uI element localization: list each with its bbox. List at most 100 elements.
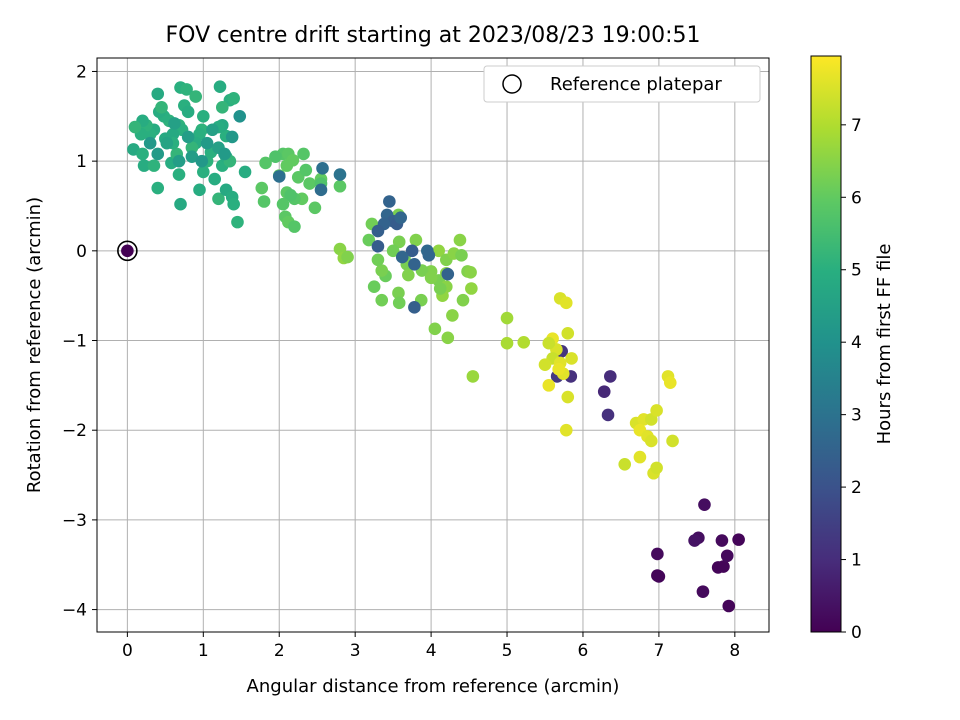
data-point bbox=[233, 109, 247, 123]
colorbar-gradient bbox=[810, 55, 842, 633]
data-point bbox=[284, 188, 297, 202]
data-point bbox=[409, 233, 423, 247]
data-point bbox=[651, 547, 664, 561]
data-point bbox=[195, 154, 209, 168]
data-point bbox=[432, 244, 445, 258]
data-point bbox=[441, 267, 455, 281]
data-point bbox=[200, 136, 214, 150]
x-tick-label: 2 bbox=[274, 641, 285, 661]
y-tick-label: −4 bbox=[62, 601, 87, 621]
data-point bbox=[552, 362, 565, 376]
data-point bbox=[542, 379, 556, 392]
data-point bbox=[453, 233, 467, 247]
data-point bbox=[371, 224, 385, 238]
x-tick-label: 1 bbox=[198, 641, 209, 661]
legend-marker-reference bbox=[502, 74, 522, 94]
data-point bbox=[231, 215, 244, 229]
x-tick-label: 5 bbox=[502, 641, 513, 661]
x-tick-label: 6 bbox=[578, 641, 589, 661]
x-tick-label: 7 bbox=[653, 641, 664, 661]
data-point bbox=[172, 168, 186, 181]
data-point bbox=[666, 434, 679, 448]
data-point bbox=[633, 450, 647, 464]
data-point bbox=[408, 257, 421, 271]
y-tick-label: 1 bbox=[76, 152, 87, 172]
y-axis-label: Rotation from reference (arcmin) bbox=[24, 197, 45, 493]
data-point bbox=[597, 385, 611, 398]
data-point bbox=[500, 336, 514, 350]
data-point bbox=[215, 101, 229, 114]
colorbar-tick-label: 6 bbox=[851, 188, 862, 208]
data-point bbox=[466, 370, 480, 383]
data-point bbox=[408, 301, 421, 314]
data-point bbox=[650, 404, 663, 417]
data-point bbox=[601, 408, 615, 422]
x-tick-label: 8 bbox=[729, 641, 740, 661]
data-point bbox=[422, 249, 436, 262]
data-point bbox=[542, 336, 556, 350]
data-point bbox=[299, 163, 313, 177]
data-point bbox=[561, 327, 575, 340]
x-tick-label: 3 bbox=[350, 641, 361, 661]
data-point bbox=[143, 136, 157, 150]
data-point bbox=[151, 181, 165, 195]
data-point bbox=[208, 172, 221, 186]
data-point bbox=[371, 253, 385, 267]
data-point bbox=[433, 282, 447, 295]
data-point bbox=[225, 130, 239, 144]
data-point bbox=[722, 599, 736, 613]
data-point bbox=[316, 162, 329, 175]
data-point bbox=[565, 352, 578, 365]
x-tick-label: 0 bbox=[122, 641, 133, 661]
data-points bbox=[117, 80, 745, 613]
data-point bbox=[362, 233, 376, 247]
data-point bbox=[206, 123, 219, 137]
data-point bbox=[538, 358, 552, 372]
data-point bbox=[428, 322, 442, 336]
data-point bbox=[456, 293, 470, 307]
colorbar-tick-label: 2 bbox=[851, 478, 862, 498]
data-point bbox=[517, 336, 531, 349]
reference-platepar-marker bbox=[117, 240, 138, 262]
data-point bbox=[375, 293, 389, 307]
colorbar: 0 1 2 3 4 5 6 7 Hours from first FF file bbox=[810, 55, 895, 643]
data-point bbox=[172, 154, 186, 168]
data-point bbox=[371, 240, 385, 253]
data-point bbox=[732, 533, 745, 546]
data-point bbox=[272, 170, 286, 183]
legend-label-reference: Reference platepar bbox=[550, 74, 722, 95]
data-point bbox=[121, 244, 134, 258]
data-point bbox=[280, 159, 294, 172]
y-axis: −4 −3 −2 −1 0 1 2 bbox=[62, 62, 97, 621]
data-point bbox=[715, 534, 729, 547]
data-point bbox=[147, 159, 161, 172]
data-point bbox=[559, 296, 573, 310]
data-point bbox=[259, 156, 272, 170]
data-point bbox=[181, 105, 195, 119]
data-point bbox=[618, 457, 632, 471]
data-point bbox=[185, 150, 199, 163]
data-point bbox=[645, 434, 658, 448]
data-point bbox=[561, 390, 575, 404]
data-point bbox=[455, 249, 468, 262]
data-point bbox=[212, 192, 225, 206]
data-point bbox=[392, 296, 406, 310]
data-point bbox=[128, 120, 142, 134]
data-point bbox=[174, 197, 187, 211]
colorbar-tick-label: 5 bbox=[851, 261, 862, 281]
data-point bbox=[185, 141, 199, 154]
data-point bbox=[405, 244, 419, 258]
colorbar-tick-label: 0 bbox=[851, 623, 862, 643]
legend: Reference platepar bbox=[483, 65, 761, 103]
data-point bbox=[559, 423, 573, 437]
data-point bbox=[650, 461, 663, 475]
colorbar-tick-label: 1 bbox=[851, 551, 862, 571]
y-tick-label: 2 bbox=[76, 62, 87, 82]
data-point bbox=[151, 87, 165, 101]
data-point bbox=[227, 197, 240, 211]
data-point bbox=[367, 280, 381, 294]
colorbar-tick-label: 7 bbox=[851, 116, 862, 136]
data-point bbox=[604, 370, 617, 383]
data-point bbox=[227, 92, 240, 105]
